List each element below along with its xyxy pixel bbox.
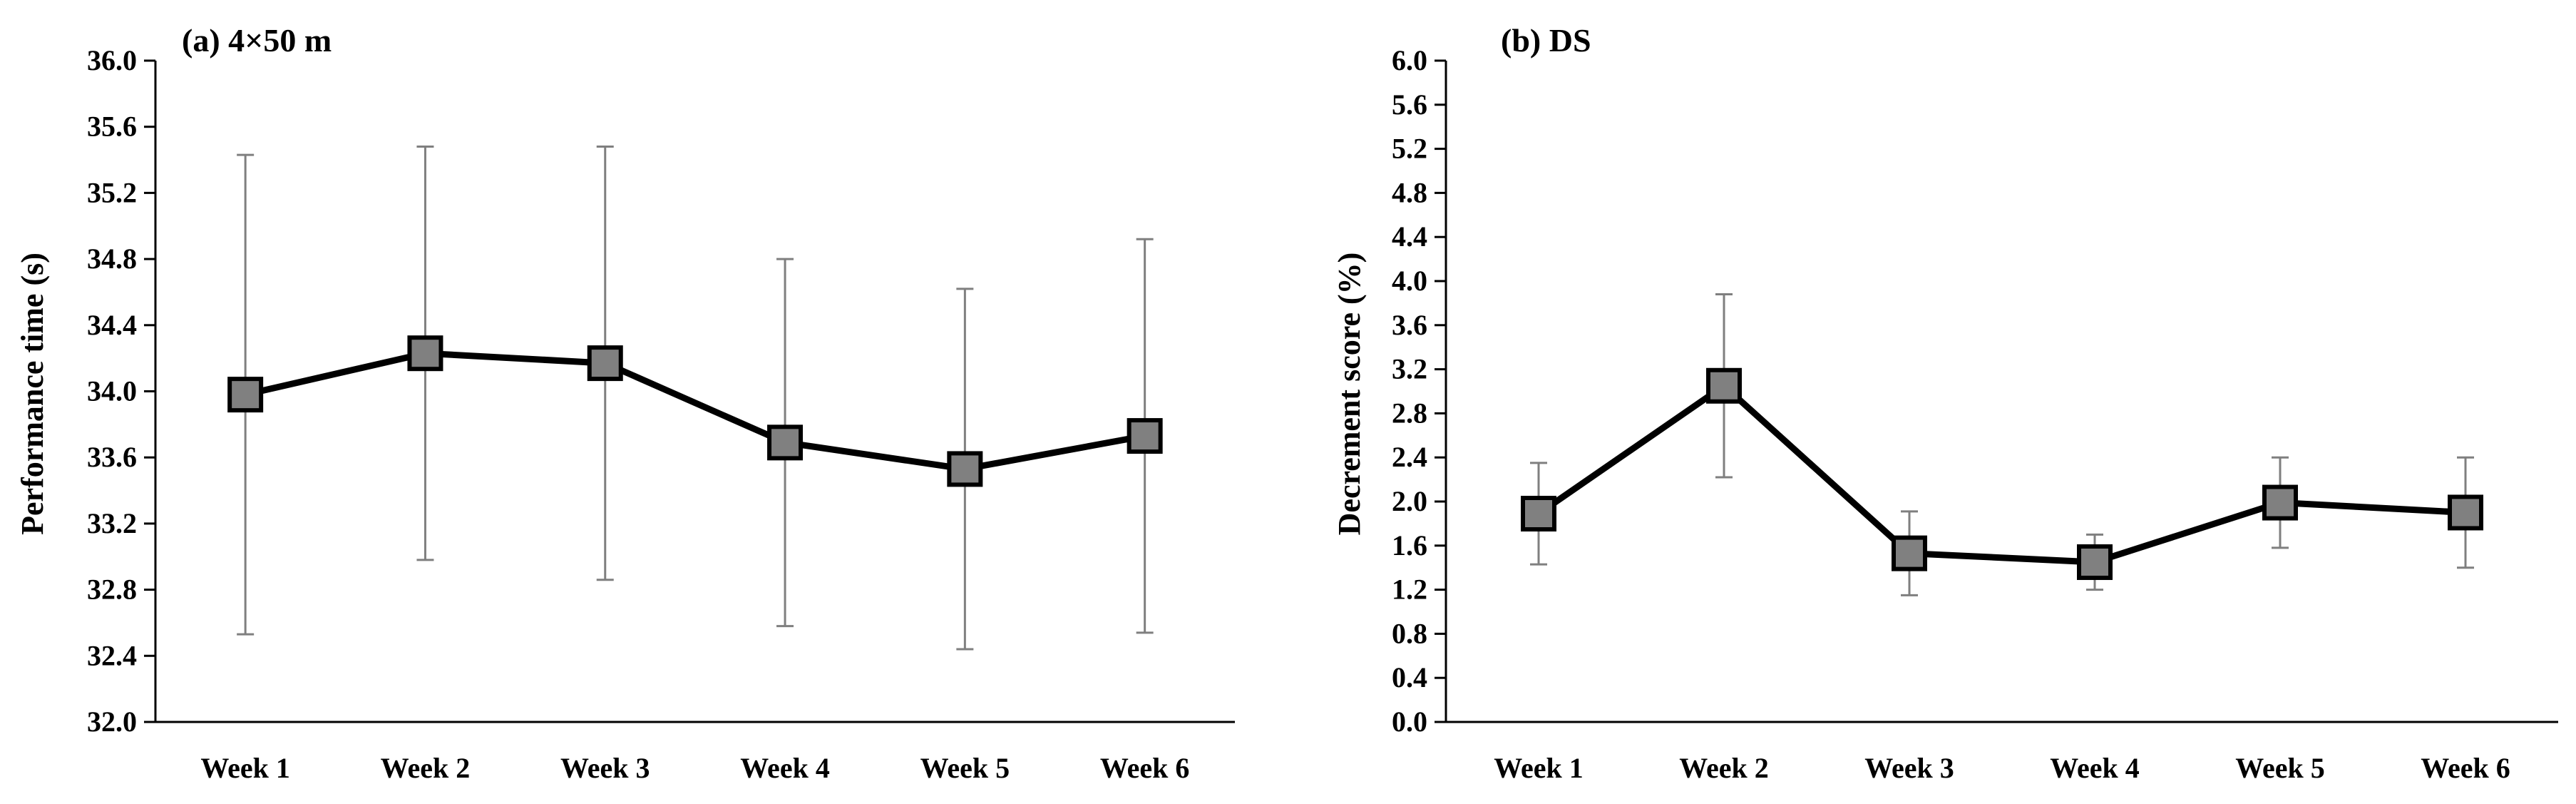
panel-a-x-tick-label: Week 6	[1100, 752, 1190, 784]
panel-b-y-tick-label: 0.0	[1392, 706, 1427, 738]
panel-a-y-tick-label: 34.0	[87, 375, 137, 407]
panel-a-x-tick-label: Week 1	[200, 752, 290, 784]
panel-a-data-point	[227, 377, 264, 413]
panel-a: (a) 4×50 m Performance time (s) 32.0 32.4…	[15, 22, 1235, 784]
panel-b-data-point	[1706, 367, 1742, 404]
panel-b-y-tick-label: 6.0	[1392, 44, 1427, 76]
panel-b-y-tick-label: 0.4	[1392, 661, 1427, 693]
panel-a-error-bars	[237, 146, 1154, 651]
panel-b-y-axis-title: Decrement score (%)	[1332, 253, 1367, 536]
panel-b-y-tick-label: 4.4	[1392, 220, 1427, 253]
panel-a-data-point	[407, 335, 443, 372]
panel-a-data-point	[587, 345, 623, 382]
panel-a-series-line	[245, 350, 1146, 472]
panel-a-data-point	[767, 424, 804, 461]
panel-b-series-line	[1536, 382, 2466, 566]
panel-b-data-point	[1892, 535, 1927, 571]
panel-a-y-tick-label: 35.6	[87, 111, 137, 143]
panel-b-y-tick-label: 1.6	[1392, 529, 1427, 561]
panel-b-y-tick-label: 2.8	[1392, 397, 1427, 429]
panel-b-y-tick-label: 2.0	[1392, 485, 1427, 517]
panel-a-y-tick-label: 35.2	[87, 176, 137, 208]
panel-b-x-tick-label: Week 6	[2421, 752, 2510, 784]
panel-b-y-tick-label: 3.2	[1392, 353, 1427, 385]
panel-a-y-tick-label: 33.2	[87, 507, 137, 539]
panel-b-x-tick-label: Week 4	[2050, 752, 2140, 784]
panel-b-title: (b) DS	[1501, 22, 1591, 58]
panel-b-x-tick-label: Week 5	[2235, 752, 2325, 784]
panel-a-x-tick-label: Week 3	[560, 752, 650, 784]
panel-a-x-labels: Week 1 Week 2 Week 3 Week 4 Week 5 Week 6	[200, 752, 1189, 784]
panel-a-markers	[227, 335, 1163, 487]
panel-b-x-labels: Week 1 Week 2 Week 3 Week 4 Week 5 Week 6	[1494, 752, 2510, 784]
panel-a-y-tick-label: 32.0	[87, 706, 137, 738]
panel-b-markers	[1521, 367, 2483, 580]
panel-a-x-tick-label: Week 4	[740, 752, 830, 784]
panel-a-y-tick-label: 34.8	[87, 243, 137, 275]
panel-a-y-tick-label: 36.0	[87, 44, 137, 76]
panel-a-x-tick-label: Week 2	[381, 752, 471, 784]
panel-b-x-tick-label: Week 1	[1494, 752, 1584, 784]
panel-a-y-ticks: 32.0 32.4 32.8 33.2 33.6 34.0 34.4 34.8 35.2 35.6…	[87, 44, 155, 738]
panel-b-y-tick-label: 5.2	[1392, 133, 1427, 165]
panel-a-data-point	[1127, 418, 1163, 454]
panel-b-y-tick-label: 4.0	[1392, 265, 1427, 297]
panel-b-y-tick-label: 0.8	[1392, 617, 1427, 649]
panel-b-y-tick-label: 2.4	[1392, 441, 1427, 473]
panel-b-data-point	[1521, 495, 1556, 531]
panel-b-y-tick-label: 4.8	[1392, 176, 1427, 208]
panel-b-y-tick-label: 5.6	[1392, 88, 1427, 121]
panel-b-y-ticks: 0.0 0.4 0.8 1.2 1.6 2.0 2.4 2.8 3.2 3.6 4.0 4.4 4.8 5…	[1392, 44, 1446, 738]
panel-b-x-tick-label: Week 2	[1679, 752, 1769, 784]
panel-a-y-axis-title: Performance time (s)	[15, 253, 50, 535]
panel-a-x-tick-label: Week 5	[920, 752, 1010, 784]
panel-a-y-tick-label: 32.4	[87, 639, 137, 671]
panel-b-data-point	[2077, 544, 2113, 580]
panel-a-y-tick-label: 33.6	[87, 441, 137, 473]
panel-b-data-point	[2262, 484, 2298, 521]
panel-b-y-tick-label: 3.6	[1392, 309, 1427, 341]
panel-b-error-bars	[1530, 293, 2474, 596]
panel-a-y-tick-label: 32.8	[87, 574, 137, 606]
panel-a-title: (a) 4×50 m	[182, 22, 332, 58]
panel-b-x-tick-label: Week 3	[1864, 752, 1954, 784]
panel-b-data-point	[2448, 494, 2483, 531]
panel-a-data-point	[947, 451, 983, 487]
panel-b-y-tick-label: 1.2	[1392, 574, 1427, 606]
panel-a-y-tick-label: 34.4	[87, 309, 137, 341]
panel-b: (b) DS Decrement score (%) 0.0 0.4 0.8 1.2 1…	[1332, 22, 2558, 784]
